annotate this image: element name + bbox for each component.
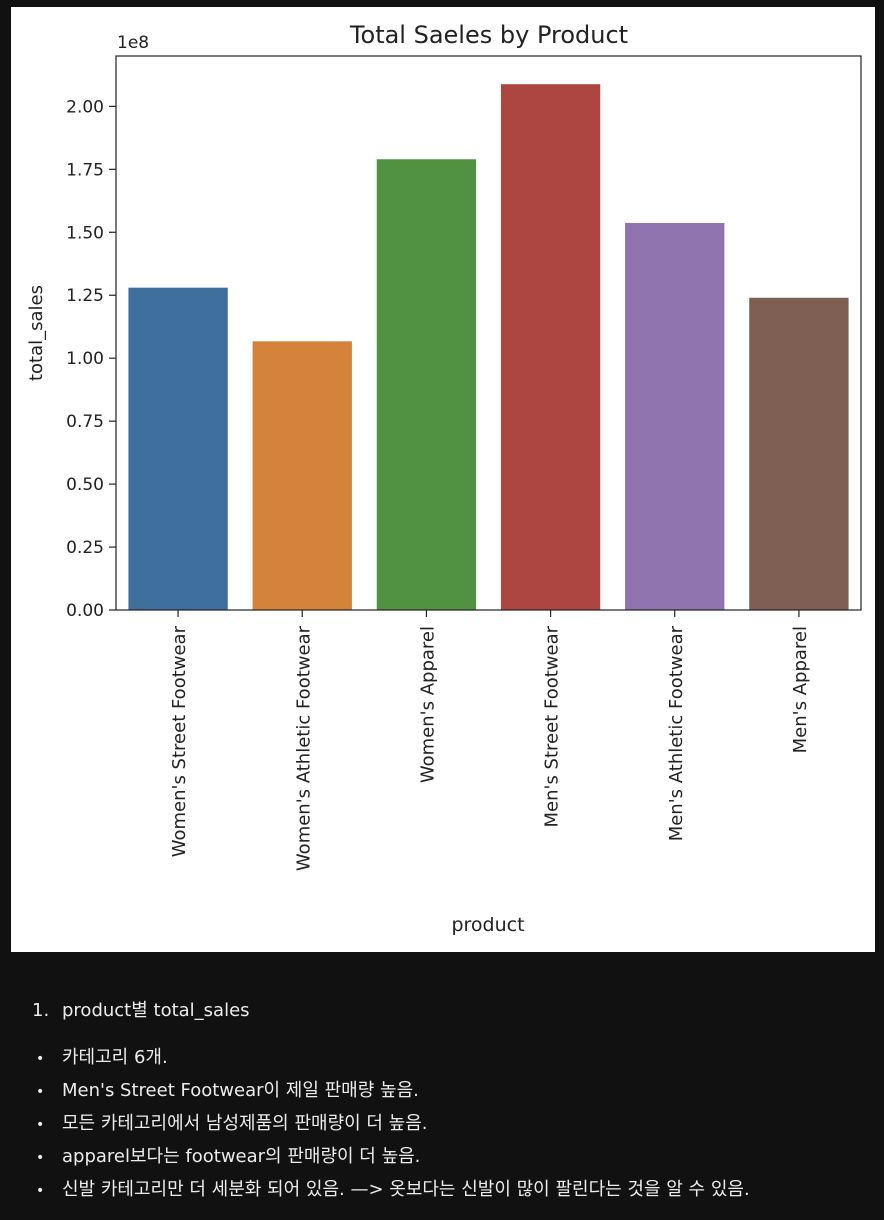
- list-item: • 카테고리 6개.: [32, 1042, 872, 1075]
- bullet: •: [36, 1117, 45, 1133]
- bar: [128, 287, 228, 610]
- list-item-text: 카테고리 6개.: [62, 1047, 168, 1068]
- bar: [749, 297, 849, 610]
- bar: [376, 159, 477, 610]
- x-tick-label: Women's Athletic Footwear: [293, 625, 314, 871]
- y-offset-label: 1e8: [117, 33, 149, 53]
- x-tick-label: Men's Apparel: [790, 626, 811, 753]
- y-axis: 0.00 0.25 0.50 0.75 1.00 1.25 1.50 1.75 2.00: [66, 97, 116, 621]
- notes-heading: 1. product별 total_sales: [32, 996, 872, 1026]
- bars-layer: [128, 84, 849, 610]
- y-tick-label: 1.00: [66, 349, 104, 369]
- list-item: • Men's Street Footwear이 제일 판매량 높음.: [32, 1075, 872, 1108]
- y-tick-label: 1.50: [66, 223, 104, 243]
- x-axis-label: product: [451, 914, 524, 936]
- bar-chart: Total Saeles by Product 1e8 0.00 0.25 0.50…: [26, 21, 862, 936]
- y-tick-label: 1.25: [66, 286, 104, 306]
- x-tick-label: Women's Street Footwear: [169, 625, 190, 857]
- list-item-text: Men's Street Footwear이 제일 판매량 높음.: [62, 1080, 419, 1101]
- chart-figure: Total Saeles by Product 1e8 0.00 0.25 0.50…: [11, 7, 875, 952]
- y-tick-label: 2.00: [66, 97, 104, 117]
- x-tick-label: Women's Apparel: [417, 626, 438, 783]
- bar: [625, 222, 725, 610]
- bullet: •: [36, 1051, 45, 1067]
- x-axis: Women's Street Footwear Women's Athletic …: [169, 610, 811, 871]
- y-tick-label: 0.00: [66, 601, 104, 621]
- notes-list: • 카테고리 6개. • Men's Street Footwear이 제일 판…: [32, 1042, 872, 1207]
- heading-text: product별 total_sales: [62, 1000, 250, 1021]
- list-item: • 모든 카테고리에서 남성제품의 판매량이 더 높음.: [32, 1108, 872, 1141]
- chart-title: Total Saeles by Product: [349, 21, 628, 49]
- y-tick-label: 0.75: [66, 412, 104, 432]
- list-item-text: 신발 카테고리만 더 세분화 되어 있음. —> 옷보다는 신발이 많이 팔린다…: [62, 1179, 750, 1200]
- notes-section: 1. product별 total_sales • 카테고리 6개. • Men…: [32, 996, 872, 1207]
- bar: [252, 341, 352, 610]
- bullet: •: [36, 1183, 45, 1199]
- y-tick-label: 0.25: [66, 538, 104, 558]
- bullet: •: [36, 1150, 45, 1166]
- y-axis-label: total_sales: [26, 285, 47, 381]
- heading-number: 1.: [32, 1000, 50, 1021]
- list-item: • 신발 카테고리만 더 세분화 되어 있음. —> 옷보다는 신발이 많이 팔…: [32, 1174, 872, 1207]
- plot-frame: [115, 55, 862, 611]
- x-tick-label: Men's Athletic Footwear: [666, 625, 687, 841]
- y-tick-label: 0.50: [66, 475, 104, 495]
- y-tick-label: 1.75: [66, 160, 104, 180]
- x-tick-label: Men's Street Footwear: [542, 625, 563, 827]
- bar: [500, 84, 601, 610]
- list-item-text: apparel보다는 footwear의 판매량이 더 높음.: [62, 1146, 421, 1167]
- list-item-text: 모든 카테고리에서 남성제품의 판매량이 더 높음.: [62, 1113, 428, 1134]
- list-item: • apparel보다는 footwear의 판매량이 더 높음.: [32, 1141, 872, 1174]
- bullet: •: [36, 1084, 45, 1100]
